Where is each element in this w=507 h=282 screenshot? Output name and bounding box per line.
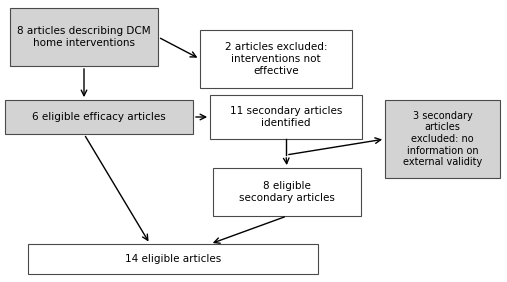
Bar [200, 30, 352, 88]
Bar [210, 95, 362, 139]
Text: 14 eligible articles: 14 eligible articles [125, 254, 221, 264]
Bar [28, 244, 318, 274]
Text: 8 eligible
secondary articles: 8 eligible secondary articles [239, 181, 335, 203]
Bar [213, 168, 361, 216]
Bar [10, 8, 158, 66]
Text: 11 secondary articles
identified: 11 secondary articles identified [230, 106, 342, 128]
Text: 3 secondary
articles
excluded: no
information on
external validity: 3 secondary articles excluded: no inform… [403, 111, 482, 167]
Bar [385, 100, 500, 178]
Text: 6 eligible efficacy articles: 6 eligible efficacy articles [32, 112, 166, 122]
Text: 8 articles describing DCM
home interventions: 8 articles describing DCM home intervent… [17, 26, 151, 48]
Bar [5, 100, 193, 134]
Text: 2 articles excluded:
interventions not
effective: 2 articles excluded: interventions not e… [225, 42, 327, 76]
